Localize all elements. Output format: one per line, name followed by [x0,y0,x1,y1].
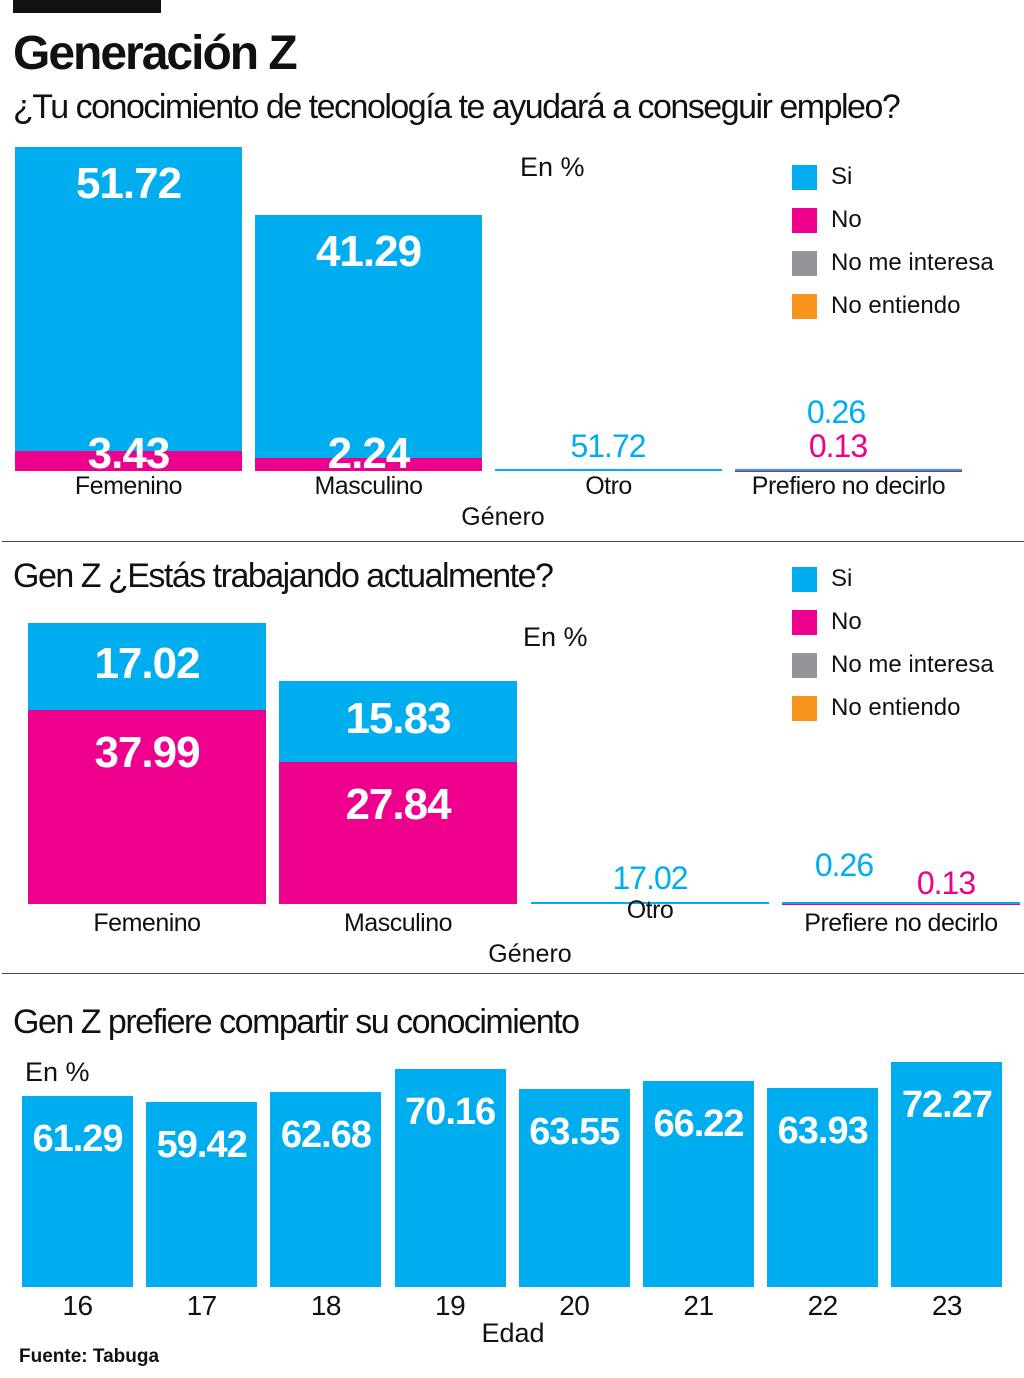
category-label: 21 [683,1290,714,1321]
bar [270,1091,382,1287]
category-label: Prefiere no decirlo [804,909,998,937]
legend-label: No entiendo [831,292,961,319]
legend-label: No me interesa [831,249,994,276]
legend-label: Si [831,565,853,592]
category-label: Otro [626,896,674,924]
bar-value: 66.22 [653,1102,744,1145]
legend-swatch [792,293,817,319]
category-label: 20 [559,1290,590,1321]
bar [891,1062,1003,1287]
legend-item: No [792,206,862,234]
chart2-title: Gen Z ¿Estás trabajando actualmente? [13,557,554,595]
category-label: 23 [931,1290,963,1321]
bar-si [28,622,266,710]
chart2-unit: En % [523,622,588,652]
divider [2,973,1024,974]
legend-label: No [831,206,862,233]
x-axis-title: Género [488,940,572,968]
legend-swatch [792,250,817,276]
bar-value-si: 0.26 [806,394,866,430]
chart3-unit: En % [25,1057,90,1087]
legend-swatch [792,164,817,190]
bar-value-si: 0.26 [814,847,874,883]
bar-no [28,709,266,904]
category-label: 17 [186,1290,218,1321]
bar-value: 70.16 [405,1090,496,1133]
legend-item: Si [792,163,852,191]
category-label: 16 [62,1290,93,1321]
legend-swatch [792,566,817,592]
bar-no-thin [735,470,962,472]
bar-si-thin [495,469,722,471]
bar-value: 63.93 [777,1109,869,1152]
bar-value-no: 2.24 [327,429,411,478]
bar-no [255,457,482,471]
x-axis-title: Género [461,503,545,531]
bar-si-thin [782,902,1020,904]
bar-no [279,761,517,904]
legend-swatch [792,609,817,635]
bar [22,1096,133,1287]
bar-value-no: 37.99 [94,727,200,777]
legend-item: No entiendo [792,694,960,722]
category-label: Otro [585,472,632,500]
header-bar [13,0,161,13]
category-label: 18 [310,1290,342,1321]
bar [394,1068,506,1287]
category-label: Masculino [314,472,423,500]
bar-no-thin [782,903,1020,905]
category-label: Masculino [343,909,453,937]
chart1-unit: En % [520,152,585,182]
bar-value: 63.55 [529,1111,620,1154]
category-label: Prefiero no decirlo [751,472,946,500]
bar-si [255,215,482,458]
category-label: 22 [807,1290,839,1321]
bar-value: 61.29 [32,1118,123,1161]
legend-label: No me interesa [831,651,994,678]
bar-value: 59.42 [156,1124,248,1167]
bar-value-no: 0.13 [916,865,976,901]
legend-item: No [792,608,862,636]
legend-label: Si [831,163,853,190]
bar-value-si: 17.02 [612,860,688,896]
bar-value-si: 17.02 [94,639,200,689]
legend-item: No entiendo [792,292,960,320]
bar [767,1087,879,1287]
category-label: 19 [435,1290,466,1321]
bar-value-si: 41.29 [315,227,422,277]
legend-item: No me interesa [792,249,994,277]
bar-value-no: 0.13 [808,428,868,464]
bar-value-si: 15.83 [345,694,451,744]
legend-swatch [792,652,817,678]
legend-label: No [831,608,862,635]
x-axis-title: Edad [481,1318,545,1348]
category-label: Femenino [74,472,183,500]
chart1-title: ¿Tu conocimiento de tecnología te ayudar… [13,88,901,126]
legend-item: Si [792,565,852,593]
bar-si-thin [735,469,962,471]
source-note: Fuente: Tabuga [19,1346,160,1367]
bar [146,1102,258,1287]
bar-value-si: 51.72 [75,158,182,208]
bar [518,1089,630,1287]
bar-value: 72.27 [901,1084,993,1127]
bar-value-si: 51.72 [570,428,646,464]
bar-si [15,146,242,451]
category-label: Femenino [93,909,201,937]
bar-si [279,680,517,762]
chart3-title: Gen Z prefiere compartir su conocimiento [13,1003,580,1041]
bar [643,1080,754,1287]
page-title: Generación Z [13,27,298,80]
legend-swatch [792,695,817,721]
bar-value: 62.68 [280,1113,372,1156]
bar-no [15,450,242,471]
bar-si-thin [531,902,769,904]
legend-label: No entiendo [831,694,961,721]
legend-swatch [792,207,817,233]
legend-item: No me interesa [792,651,994,679]
bar-value-no: 3.43 [87,429,171,478]
bar-value-no: 27.84 [345,779,451,829]
divider [2,541,1024,542]
